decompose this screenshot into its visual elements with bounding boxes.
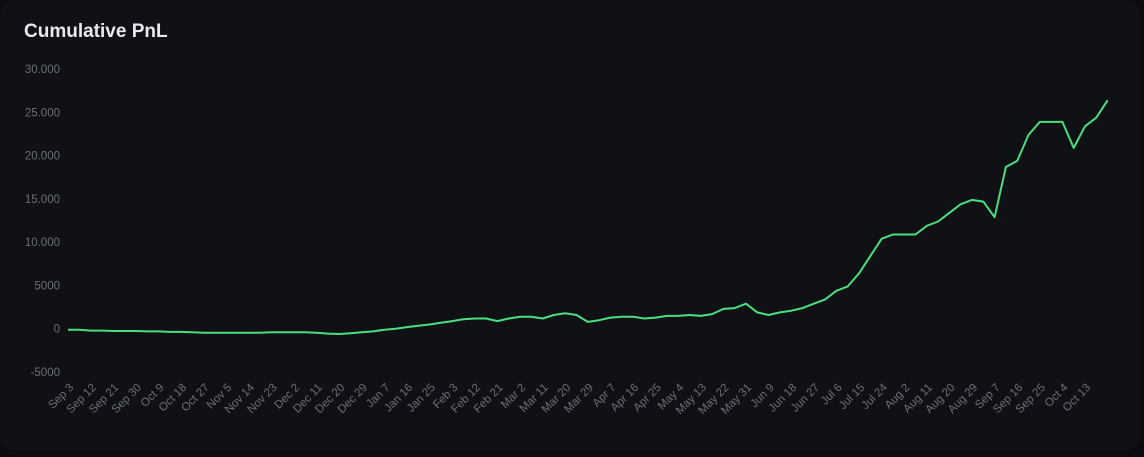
y-tick-label: 10.000 xyxy=(25,237,60,249)
y-tick-label: -5000 xyxy=(31,367,60,379)
y-tick-label: 20.000 xyxy=(25,151,60,163)
y-tick-label: 25.000 xyxy=(25,107,60,119)
y-tick-label: 0 xyxy=(54,324,60,336)
y-tick-label: 30.000 xyxy=(25,64,60,76)
y-tick-label: 5000 xyxy=(34,280,60,292)
pnl-line xyxy=(68,99,1109,335)
y-tick-label: 15.000 xyxy=(25,194,60,206)
chart-title: Cumulative PnL xyxy=(24,21,168,42)
